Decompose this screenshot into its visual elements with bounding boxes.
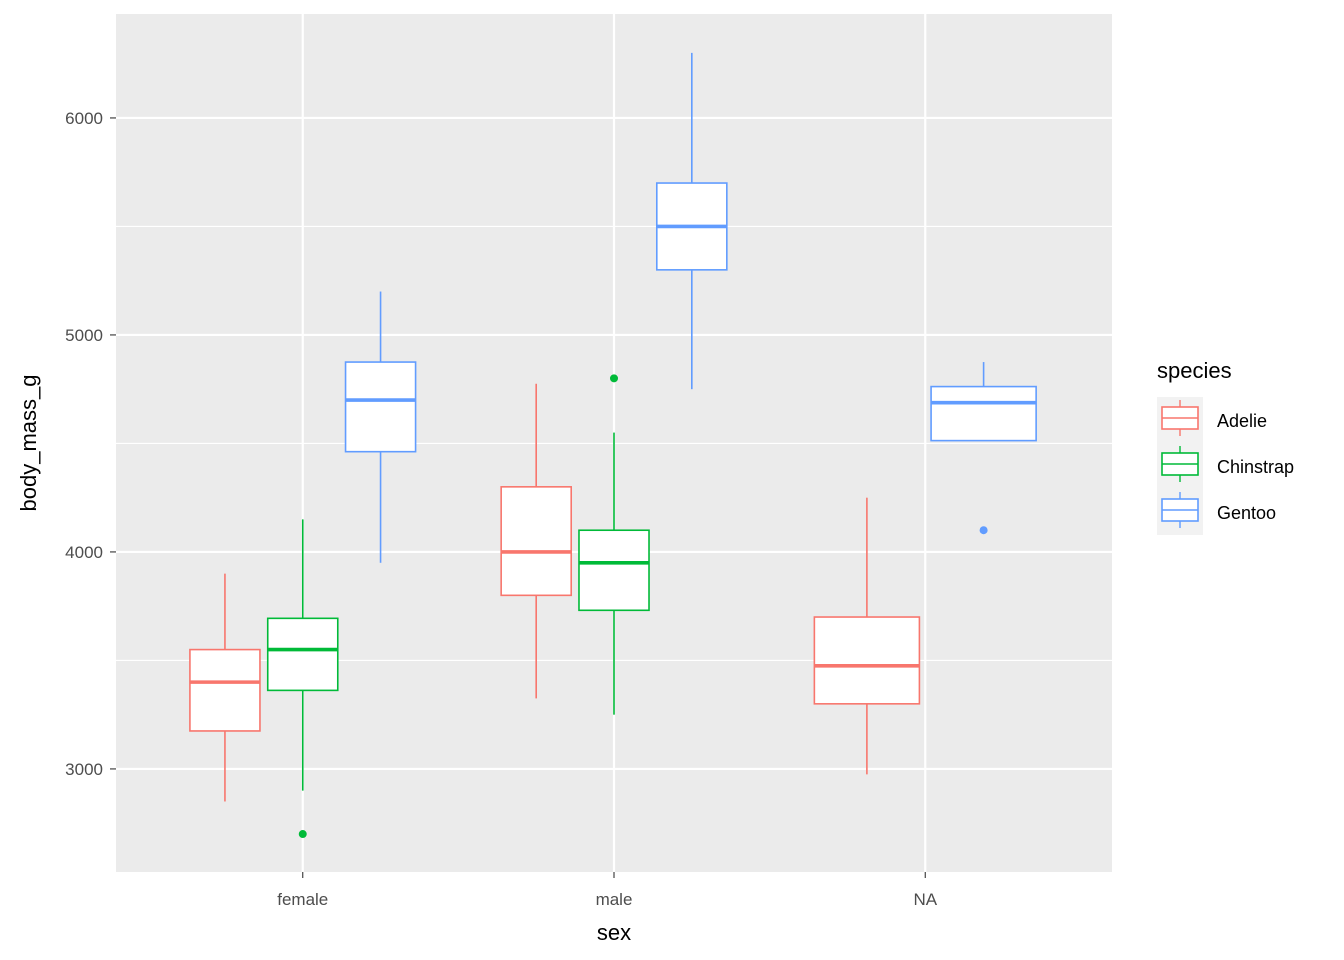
outlier-point xyxy=(979,526,988,535)
legend-label-adelie: Adelie xyxy=(1217,411,1267,431)
y-tick-label: 5000 xyxy=(65,326,103,345)
x-tick-label: male xyxy=(596,890,633,909)
box-female-adelie xyxy=(189,573,261,802)
box-na-gentoo xyxy=(930,362,1037,535)
box-na-adelie xyxy=(813,497,921,775)
x-tick-label: female xyxy=(277,890,328,909)
legend-label-gentoo: Gentoo xyxy=(1217,503,1276,523)
box-iqr xyxy=(500,486,573,597)
box-iqr xyxy=(578,529,650,612)
y-tick-label: 3000 xyxy=(65,760,103,779)
box-female-chinstrap xyxy=(266,519,339,839)
box-iqr xyxy=(813,616,921,705)
box-iqr xyxy=(189,648,261,732)
box-male-adelie xyxy=(500,383,573,699)
legend: species Adelie Chinstrap Gentoo xyxy=(1157,358,1294,535)
box-iqr xyxy=(930,385,1037,442)
axes: 3000 4000 5000 6000 female male NA xyxy=(65,109,938,909)
x-axis-title: sex xyxy=(597,920,631,945)
boxes xyxy=(189,52,1037,839)
legend-title: species xyxy=(1157,358,1232,383)
outlier-point xyxy=(610,374,618,383)
box-male-gentoo xyxy=(655,52,728,390)
box-iqr xyxy=(344,361,417,453)
box-iqr xyxy=(266,617,339,692)
outlier-point xyxy=(298,830,307,839)
y-tick-label: 4000 xyxy=(65,543,103,562)
box-female-gentoo xyxy=(344,291,417,563)
x-tick-label: NA xyxy=(913,890,937,909)
y-axis-title: body_mass_g xyxy=(16,375,41,512)
legend-label-chinstrap: Chinstrap xyxy=(1217,457,1294,477)
box-male-chinstrap xyxy=(578,374,650,715)
y-tick-label: 6000 xyxy=(65,109,103,128)
